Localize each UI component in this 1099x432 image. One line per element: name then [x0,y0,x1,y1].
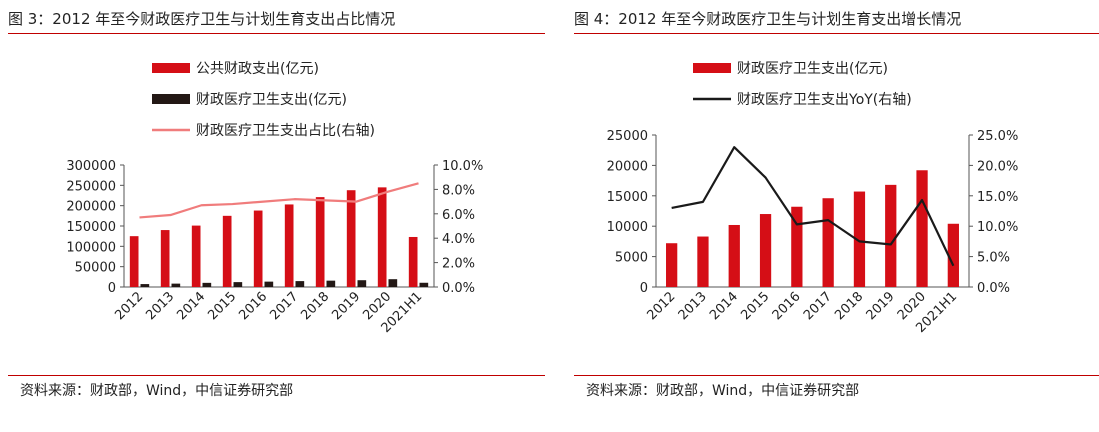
y-right-tick-label: 10.0% [442,159,483,174]
figure-4-chart: 财政医疗卫生支出(亿元) 财政医疗卫生支出YoY(右轴) 0 5000 10000 150… [607,61,1019,336]
y-left-tick-label: 100000 [66,240,116,255]
bar [222,215,232,287]
figure-3-panel: 图 3：2012 年至今财政医疗卫生与计划生育支出占比情况 公共财政支出(亿元)… [0,0,545,432]
y-left-tick-label: 25000 [607,129,648,144]
bar [666,243,678,287]
bar [191,225,201,287]
x-tick-label: 2013 [676,289,710,323]
y-left-tick-label: 0 [640,281,648,296]
y-right-tick-label: 8.0% [442,183,475,198]
y-left-tick-label: 150000 [66,220,116,235]
figure-3-source: 资料来源：财政部，Wind，中信证券研究部 [20,383,294,399]
x-tick-label: 2012 [644,289,678,323]
y-right-tick-label: 2.0% [442,257,475,272]
bar [791,206,803,287]
figure-4-panel: 图 4：2012 年至今财政医疗卫生与计划生育支出增长情况 财政医疗卫生支出(亿… [566,0,1099,432]
bar [853,191,866,287]
bar [357,280,367,287]
bar [284,204,294,287]
bar [916,170,928,287]
legend-label: 财政医疗卫生支出YoY(右轴) [737,92,912,108]
x-tick-label: 2019 [864,289,898,323]
bar [202,282,212,287]
y-right-tick-label: 15.0% [977,190,1018,205]
x-tick-label: 2017 [267,289,301,323]
bar [377,187,387,287]
x-tick-label: 2015 [205,289,239,323]
y-left-tick-label: 300000 [66,159,116,174]
bar [822,198,834,287]
bar [697,236,709,287]
x-tick-label: 2012 [112,289,146,323]
legend-swatch [693,63,731,73]
y-left-tick-label: 200000 [66,200,116,215]
legend-label: 财政医疗卫生支出(亿元) [737,61,888,77]
x-tick-label: 2017 [801,289,835,323]
y-right-tick-label: 0.0% [442,281,475,296]
bar [346,190,356,287]
x-tick-label: 2013 [143,289,177,323]
bar [140,284,150,287]
series-line [139,182,419,219]
bar [253,210,263,287]
bar [759,214,772,287]
legend-label: 公共财政支出(亿元) [196,61,319,77]
bar [408,236,418,287]
y-right-tick-label: 25.0% [977,129,1018,144]
legend-label: 财政医疗卫生支出占比(右轴) [196,123,375,139]
bar [315,197,325,287]
y-left-tick-label: 20000 [607,159,648,174]
bar [129,236,139,287]
x-tick-label: 2014 [707,289,741,323]
bar [885,184,897,287]
x-tick-label: 2015 [738,289,772,323]
series-line [671,146,955,267]
source-rule [8,375,545,376]
bar [171,283,181,287]
y-right-tick-label: 20.0% [977,159,1018,174]
bar [326,280,336,287]
y-right-tick-label: 6.0% [442,208,475,223]
x-tick-label: 2014 [174,289,208,323]
source-rule [574,375,1099,376]
x-tick-label: 2018 [298,289,332,323]
y-left-tick-label: 15000 [607,190,648,205]
y-left-tick-label: 250000 [66,179,116,194]
y-left-tick-label: 50000 [75,261,116,276]
y-right-tick-label: 0.0% [977,281,1010,296]
legend-swatch [152,63,190,73]
bar [419,282,429,287]
y-left-tick-label: 5000 [615,251,648,266]
figure-3-title: 图 3：2012 年至今财政医疗卫生与计划生育支出占比情况 [8,10,396,28]
y-right-tick-label: 5.0% [977,251,1010,266]
bar [160,230,170,287]
figure-4-title: 图 4：2012 年至今财政医疗卫生与计划生育支出增长情况 [574,10,962,28]
bar [295,281,305,287]
legend-swatch [152,94,190,104]
x-tick-label: 2016 [770,289,804,323]
title-rule [8,33,545,34]
bar [233,282,243,287]
bar [947,223,959,287]
figure-4-source: 资料来源：财政部，Wind，中信证券研究部 [586,383,860,399]
x-tick-label: 2016 [236,289,270,323]
y-left-tick-label: 0 [108,281,116,296]
y-right-tick-label: 10.0% [977,220,1018,235]
bar [728,224,740,287]
x-tick-label: 2018 [832,289,866,323]
title-rule [574,33,1099,34]
figure-3-chart: 公共财政支出(亿元) 财政医疗卫生支出(亿元) 财政医疗卫生支出占比(右轴) 0 500… [66,61,483,336]
y-left-tick-label: 10000 [607,220,648,235]
legend-label: 财政医疗卫生支出(亿元) [196,92,347,108]
bar [264,281,274,287]
y-right-tick-label: 4.0% [442,232,475,247]
x-tick-label: 2019 [329,289,363,323]
bar [388,279,398,287]
